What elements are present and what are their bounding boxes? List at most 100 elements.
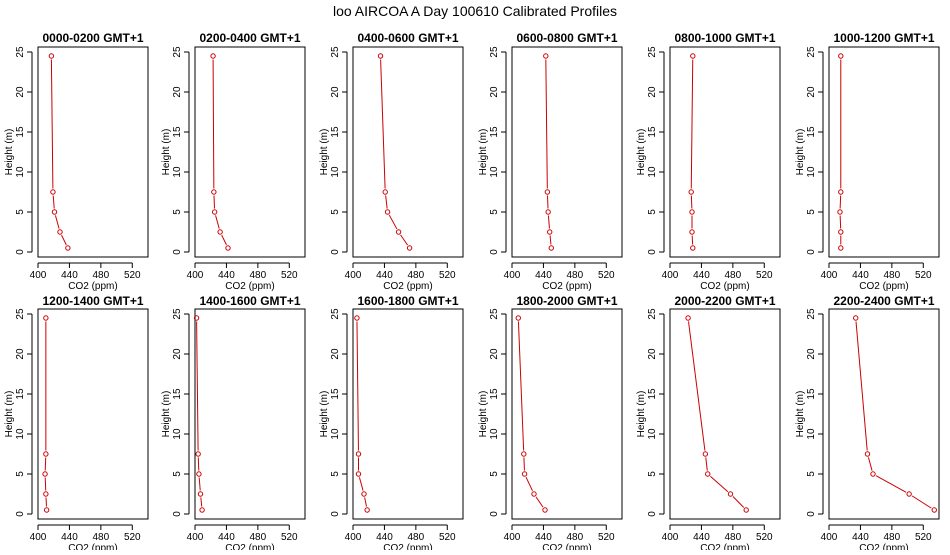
y-axis-label: Height (m) xyxy=(4,129,15,176)
plot-frame xyxy=(512,309,622,519)
y-tick-label: 15 xyxy=(806,126,817,138)
data-point xyxy=(516,316,520,320)
x-tick-label: 520 xyxy=(124,532,141,543)
x-tick-label: 520 xyxy=(756,532,773,543)
data-point xyxy=(522,472,526,476)
profile-segment xyxy=(706,457,708,470)
data-point xyxy=(200,508,204,512)
x-axis-label: CO2 (ppm) xyxy=(383,281,432,292)
y-tick-label: 10 xyxy=(489,428,500,440)
y-tick-label: 10 xyxy=(172,428,183,440)
y-tick-label: 20 xyxy=(172,348,183,360)
data-point xyxy=(522,452,526,456)
y-tick-label: 25 xyxy=(330,46,341,58)
x-tick-label: 440 xyxy=(535,532,552,543)
profile-segment xyxy=(546,59,547,188)
panel-title: 2200-2400 GMT+1 xyxy=(833,294,934,308)
profile-series xyxy=(516,316,547,512)
data-point xyxy=(548,230,552,234)
data-point xyxy=(43,472,47,476)
data-point xyxy=(703,452,707,456)
y-tick-label: 20 xyxy=(489,86,500,98)
y-tick-label: 0 xyxy=(15,511,26,517)
profile-series xyxy=(49,54,70,250)
x-tick-label: 400 xyxy=(187,270,204,281)
profile-segment xyxy=(689,321,705,450)
x-tick-label: 440 xyxy=(61,270,78,281)
x-tick-label: 400 xyxy=(662,532,679,543)
data-point xyxy=(532,492,536,496)
panel-title: 1400-1600 GMT+1 xyxy=(199,294,300,308)
y-tick-label: 10 xyxy=(15,166,26,178)
data-point xyxy=(198,492,202,496)
y-tick-label: 5 xyxy=(806,471,817,477)
y-axis-label: Height (m) xyxy=(161,129,172,176)
profile-segment xyxy=(547,195,548,208)
plot-frame xyxy=(829,309,939,519)
data-point xyxy=(932,508,936,512)
y-tick-label: 0 xyxy=(647,249,658,255)
panel-title: 0800-1000 GMT+1 xyxy=(674,31,775,45)
y-tick-label: 15 xyxy=(172,126,183,138)
data-point xyxy=(44,492,48,496)
profile-segment xyxy=(201,497,202,506)
y-tick-label: 5 xyxy=(806,209,817,215)
x-axis-label: CO2 (ppm) xyxy=(68,543,117,550)
x-tick-label: 440 xyxy=(852,532,869,543)
y-axis-label: Height (m) xyxy=(161,391,172,438)
data-point xyxy=(196,452,200,456)
y-tick-label: 5 xyxy=(330,209,341,215)
data-point xyxy=(690,230,694,234)
profile-segment xyxy=(912,496,931,508)
plot-frame xyxy=(512,47,622,257)
profile-series xyxy=(838,54,843,250)
y-tick-label: 15 xyxy=(647,388,658,400)
data-point xyxy=(838,210,842,214)
plot-frame xyxy=(829,47,939,257)
y-tick-label: 0 xyxy=(806,511,817,517)
data-point xyxy=(356,472,360,476)
data-point xyxy=(544,54,548,58)
profile-segment xyxy=(198,457,199,470)
y-tick-label: 20 xyxy=(172,86,183,98)
x-tick-label: 480 xyxy=(408,532,425,543)
profile-series xyxy=(854,316,937,512)
plot-frame xyxy=(38,47,148,257)
data-point xyxy=(356,452,360,456)
plot-frame xyxy=(670,309,780,519)
panel-title: 1600-1800 GMT+1 xyxy=(357,294,458,308)
y-tick-label: 25 xyxy=(15,46,26,58)
data-point xyxy=(212,210,216,214)
x-tick-label: 520 xyxy=(756,270,773,281)
x-tick-label: 520 xyxy=(598,532,615,543)
y-tick-label: 0 xyxy=(172,511,183,517)
profile-series xyxy=(686,316,749,512)
data-point xyxy=(706,472,710,476)
x-tick-label: 400 xyxy=(504,270,521,281)
y-tick-label: 25 xyxy=(172,46,183,58)
y-tick-label: 0 xyxy=(647,511,658,517)
y-tick-label: 0 xyxy=(15,249,26,255)
data-point xyxy=(385,210,389,214)
y-tick-label: 0 xyxy=(172,249,183,255)
profile-segment xyxy=(222,235,227,245)
x-axis-label: CO2 (ppm) xyxy=(542,543,591,550)
x-axis-label: CO2 (ppm) xyxy=(859,281,908,292)
y-tick-label: 0 xyxy=(330,511,341,517)
y-tick-label: 5 xyxy=(15,209,26,215)
x-tick-label: 400 xyxy=(504,532,521,543)
panel-title: 0600-0800 GMT+1 xyxy=(516,31,617,45)
data-point xyxy=(854,316,858,320)
y-tick-label: 15 xyxy=(489,126,500,138)
